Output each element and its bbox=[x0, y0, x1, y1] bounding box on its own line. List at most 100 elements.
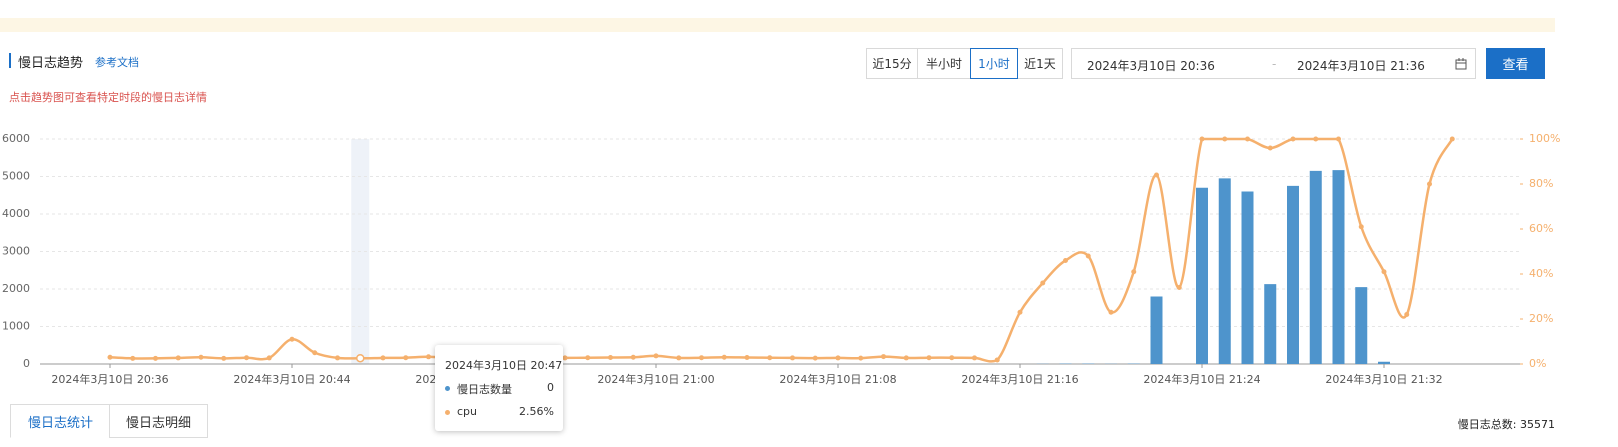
line-point bbox=[676, 355, 682, 361]
line-point bbox=[1358, 224, 1364, 230]
x-tick-label: 2024年3月10日 20:36 bbox=[51, 372, 168, 386]
tooltip-title: 2024年3月10日 20:47 bbox=[445, 359, 563, 372]
date-start: 2024年3月10日 20:36 bbox=[1087, 59, 1215, 73]
calendar-icon bbox=[1455, 58, 1467, 70]
y-tick-label: 2000 bbox=[2, 282, 30, 295]
line-point bbox=[107, 354, 113, 360]
line-point bbox=[1176, 285, 1182, 290]
y2-tick-label: 20% bbox=[1529, 312, 1553, 325]
x-tick-label: 2024年3月10日 21:16 bbox=[961, 372, 1078, 386]
y2-tick-label: 40% bbox=[1529, 267, 1553, 280]
tooltip-row: 慢日志数量 0 bbox=[445, 381, 554, 396]
total: 慢日志总数: 35571 bbox=[1430, 416, 1555, 432]
y-tick-label: 6000 bbox=[2, 132, 30, 145]
line-point bbox=[1040, 280, 1046, 286]
line-point bbox=[335, 355, 340, 361]
line-point bbox=[721, 354, 727, 360]
line-point bbox=[790, 355, 795, 361]
line-point bbox=[1336, 136, 1341, 142]
line-point bbox=[744, 354, 750, 360]
tooltip-dot bbox=[445, 410, 450, 415]
date-separator: - bbox=[1272, 57, 1277, 71]
tooltip: 2024年3月10日 20:47 慢日志数量 0 cpu 2.56% bbox=[435, 345, 563, 431]
hint-text: 点击趋势图可查看特定时段的慢日志详情 bbox=[9, 91, 207, 104]
range-button[interactable]: 近1天 bbox=[1017, 48, 1063, 79]
title-accent bbox=[9, 53, 11, 68]
x-tick-label: 2024年3月10日 21:32 bbox=[1325, 372, 1442, 386]
line-point bbox=[1017, 309, 1023, 315]
bar bbox=[1150, 296, 1163, 364]
line-point bbox=[221, 355, 227, 361]
line-point bbox=[289, 336, 295, 342]
line-point bbox=[1154, 172, 1159, 178]
bar bbox=[1355, 287, 1368, 364]
line-point bbox=[380, 355, 386, 361]
y-tick-label: 5000 bbox=[2, 170, 30, 183]
doc-link[interactable]: 参考文档 bbox=[95, 56, 139, 69]
line-point bbox=[1222, 136, 1228, 142]
line-point bbox=[653, 353, 659, 359]
y2-tick-label: 80% bbox=[1529, 177, 1553, 190]
line-point bbox=[630, 354, 636, 360]
line-point bbox=[312, 350, 318, 356]
y-tick-label: 1000 bbox=[2, 320, 30, 333]
line-point bbox=[244, 355, 249, 361]
bar bbox=[1218, 178, 1231, 364]
line-point bbox=[903, 355, 909, 361]
bar bbox=[1332, 170, 1345, 364]
y2-tick-label: 0% bbox=[1529, 357, 1546, 370]
line-point bbox=[1449, 136, 1455, 142]
x-tick-label: 2024年3月10日 21:00 bbox=[597, 372, 714, 386]
tab[interactable]: 慢日志统计 bbox=[10, 404, 111, 438]
line-point bbox=[1381, 269, 1387, 275]
bar bbox=[1264, 284, 1277, 364]
line-point bbox=[767, 355, 773, 361]
line-point bbox=[585, 355, 591, 361]
line-point bbox=[994, 357, 1000, 363]
chart[interactable]: 0 1000 2000 3000 4000 5000 6000 0% 20% 40% 60% 80% 1… bbox=[0, 0, 1618, 400]
x-tick-label: 2024年3月10日 20:44 bbox=[233, 372, 350, 386]
line-point bbox=[1267, 145, 1273, 151]
bar bbox=[1287, 185, 1299, 364]
section-title: 慢日志趋势 bbox=[18, 56, 84, 71]
line-point bbox=[949, 355, 955, 361]
line-point bbox=[1290, 136, 1296, 142]
x-tick-label: 2024年3月10日 21:08 bbox=[779, 372, 896, 386]
line-point bbox=[1063, 258, 1068, 263]
x-tick-label: 2024年3月10日 21:24 bbox=[1143, 372, 1260, 386]
y-tick-label: 3000 bbox=[2, 245, 30, 258]
tooltip-series-name: 慢日志数量 bbox=[457, 383, 512, 396]
query-button[interactable]: 查看 bbox=[1486, 48, 1545, 79]
line-point bbox=[426, 354, 431, 360]
bar bbox=[1378, 361, 1390, 364]
tooltip-row: cpu 2.56% bbox=[445, 405, 554, 419]
notice-bar bbox=[0, 18, 1555, 32]
line-point bbox=[198, 354, 204, 360]
date-range-picker[interactable]: 2024年3月10日 20:36 - 2024年3月10日 21:36 bbox=[1071, 48, 1476, 79]
y-tick-label: 0 bbox=[23, 357, 30, 370]
range-button[interactable]: 1小时 bbox=[970, 48, 1018, 79]
line-point bbox=[881, 354, 886, 360]
line-point bbox=[130, 355, 136, 361]
date-end: 2024年3月10日 21:36 bbox=[1297, 59, 1425, 73]
line-point bbox=[926, 355, 932, 361]
line-point bbox=[835, 355, 841, 361]
line-point bbox=[1199, 136, 1205, 142]
tooltip-value: 2.56% bbox=[519, 405, 554, 418]
line-point bbox=[972, 355, 977, 361]
range-button[interactable]: 近15分 bbox=[866, 48, 918, 79]
tooltip-series-name: cpu bbox=[457, 405, 478, 418]
tooltip-dot bbox=[445, 386, 450, 391]
tab[interactable]: 慢日志明细 bbox=[109, 404, 208, 438]
line-point bbox=[812, 355, 818, 361]
line-point bbox=[266, 355, 272, 361]
line-point bbox=[1108, 309, 1114, 315]
line-point bbox=[1245, 136, 1250, 142]
y-tick-label: 4000 bbox=[2, 207, 30, 220]
line-point bbox=[1313, 136, 1319, 142]
line-point bbox=[153, 355, 158, 361]
line-point bbox=[858, 355, 864, 361]
total-value: 35571 bbox=[1520, 418, 1555, 431]
y2-tick-label: 60% bbox=[1529, 222, 1553, 235]
